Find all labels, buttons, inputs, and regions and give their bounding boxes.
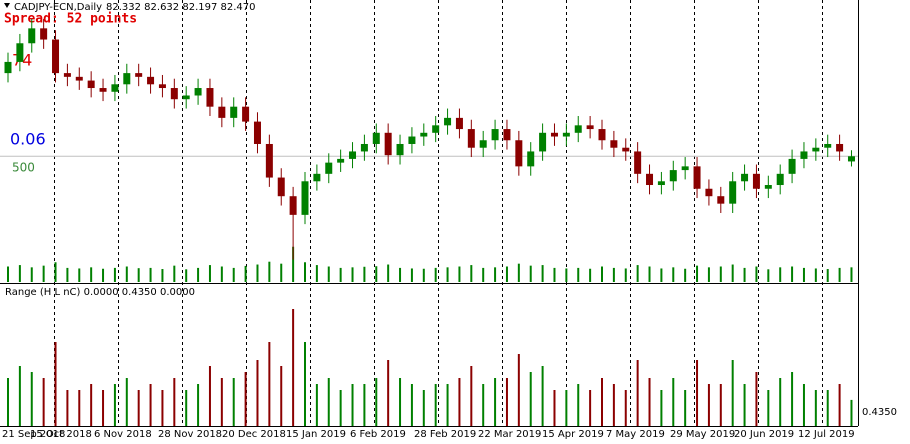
- candle-body: [586, 125, 594, 130]
- label-green: 500: [12, 161, 35, 175]
- x-tick-label: 22 Mar 2019: [478, 429, 541, 440]
- candle-body: [741, 173, 749, 182]
- x-tick-label: 15 Oct 2018: [30, 429, 92, 440]
- candle-body: [63, 73, 71, 77]
- candle-body: [503, 129, 511, 141]
- candle-body: [693, 166, 701, 189]
- x-tick-label: 21 Sep 2018: [2, 429, 65, 440]
- candle-body: [123, 73, 131, 85]
- candle-body: [135, 73, 143, 77]
- candle-body: [646, 173, 654, 186]
- candle-body: [372, 132, 380, 144]
- candle-body: [182, 95, 190, 100]
- candle-body: [657, 181, 665, 186]
- candle-body: [432, 125, 440, 133]
- x-tick-label: 6 Nov 2018: [94, 429, 152, 440]
- candle-body: [550, 132, 558, 137]
- candle-body: [253, 121, 261, 144]
- x-tick-label: 20 Dec 2018: [222, 429, 286, 440]
- candle-body: [277, 177, 285, 197]
- candle-body: [681, 166, 689, 171]
- candle-body: [562, 132, 570, 137]
- candle-body: [218, 106, 226, 118]
- candle-body: [384, 132, 392, 156]
- x-tick-label: 15 Jan 2019: [286, 429, 346, 440]
- candle-body: [467, 129, 475, 148]
- dropdown-icon: [4, 3, 10, 8]
- candle-body: [622, 147, 630, 152]
- candle-body: [812, 147, 820, 152]
- x-tick-label: 6 Feb 2019: [350, 429, 406, 440]
- candle-body: [705, 188, 713, 197]
- candle-body: [301, 181, 309, 215]
- current-value: 0.4350: [862, 407, 897, 418]
- x-tick-label: 15 Apr 2019: [542, 429, 604, 440]
- x-tick-label: 28 Nov 2018: [158, 429, 222, 440]
- candle-body: [242, 106, 250, 122]
- candle-body: [170, 88, 178, 100]
- candle-body: [52, 39, 60, 74]
- x-tick-label: 28 Feb 2019: [414, 429, 476, 440]
- x-tick-label: 12 Jul 2019: [798, 429, 855, 440]
- candle-body: [539, 132, 547, 152]
- candle-body: [206, 88, 214, 107]
- candle-body: [634, 151, 642, 174]
- candle-body: [455, 117, 463, 130]
- candle-body: [824, 143, 832, 148]
- candle-body: [75, 76, 83, 81]
- candle-body: [836, 143, 844, 152]
- candle-body: [717, 196, 725, 204]
- x-tick-label: 29 May 2019: [670, 429, 735, 440]
- candle-body: [491, 129, 499, 141]
- candle-body: [420, 132, 428, 137]
- candle-body: [610, 140, 618, 148]
- candle-body: [147, 76, 155, 85]
- candle-body: [158, 84, 166, 89]
- candle-body: [265, 143, 273, 178]
- candle-body: [479, 140, 487, 148]
- candle-body: [527, 151, 535, 167]
- candle-body: [28, 28, 36, 44]
- candle-body: [515, 140, 523, 167]
- candle-body: [230, 106, 238, 118]
- candle-body: [408, 136, 416, 144]
- x-tick-label: 20 Jun 2019: [734, 429, 794, 440]
- candle-body: [776, 173, 784, 186]
- symbol: CADJPY-ECN,Daily: [14, 2, 102, 13]
- candle-body: [87, 80, 95, 89]
- candle-body: [349, 151, 357, 159]
- candle-body: [847, 156, 855, 162]
- candle-body: [325, 162, 333, 174]
- candle-body: [669, 170, 677, 182]
- candle-body: [800, 151, 808, 159]
- candle-body: [337, 158, 345, 163]
- candle-body: [764, 185, 772, 189]
- candle-body: [313, 173, 321, 182]
- spread: Spread: 52 points: [4, 12, 137, 27]
- candle-body: [40, 28, 48, 40]
- candle-body: [729, 181, 737, 204]
- candle-body: [788, 158, 796, 174]
- candle-body: [752, 173, 760, 189]
- candle-body: [396, 143, 404, 156]
- candle-body: [99, 88, 107, 92]
- x-tick-label: 7 May 2019: [606, 429, 665, 440]
- candle-body: [289, 196, 297, 215]
- candle-body: [16, 43, 24, 62]
- candle-body: [360, 143, 368, 152]
- candle-body: [574, 125, 582, 133]
- indicator-title: Range (H L nC) 0.0000 0.4350 0.0000: [5, 287, 195, 298]
- label-blue: 0.06: [10, 130, 46, 149]
- candle-body: [444, 117, 452, 126]
- candle-body: [111, 84, 119, 92]
- candle-body: [194, 88, 202, 96]
- candle-body: [598, 129, 606, 141]
- ohlc: 82.332 82.632 82.197 82.470: [106, 2, 256, 13]
- candle-body: [4, 61, 12, 74]
